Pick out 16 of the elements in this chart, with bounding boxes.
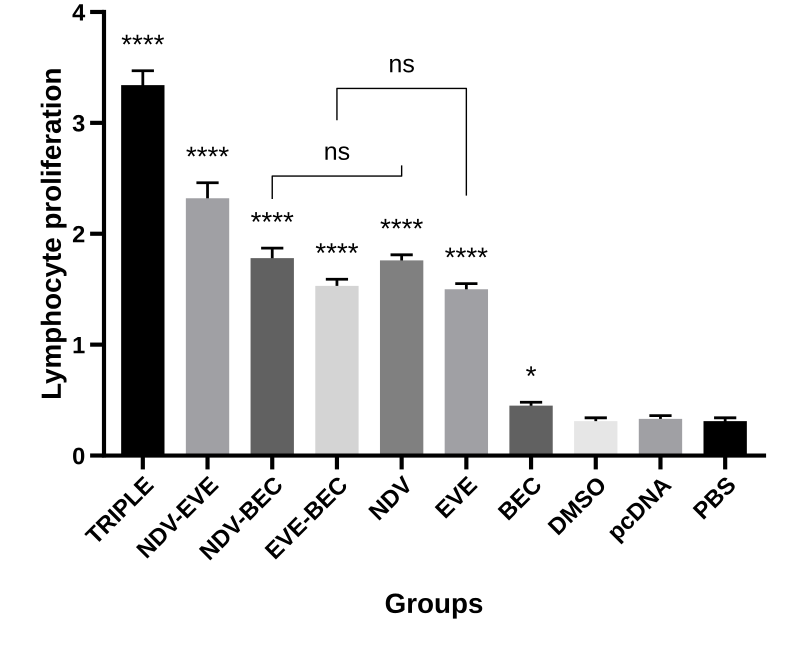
data-label: **** xyxy=(251,212,294,222)
annotation: ns xyxy=(390,58,414,72)
data-label: **** xyxy=(316,243,358,253)
y-tick-label: 2 xyxy=(72,226,84,242)
y-tick-label: 0 xyxy=(73,448,84,464)
data-label: **** xyxy=(380,218,423,229)
y-axis-title: Lymphocyte proliferation xyxy=(40,69,67,398)
data-label: **** xyxy=(122,34,164,45)
y-tick-label: 3 xyxy=(72,114,84,132)
y-tick-label: 4 xyxy=(72,4,86,21)
x-axis-title: Groups xyxy=(386,593,482,619)
y-tick-label: 1 xyxy=(74,336,85,354)
data-label: **** xyxy=(186,146,229,157)
data-label: **** xyxy=(445,248,488,258)
annotation: ns xyxy=(325,146,350,160)
data-label: * xyxy=(526,366,536,376)
